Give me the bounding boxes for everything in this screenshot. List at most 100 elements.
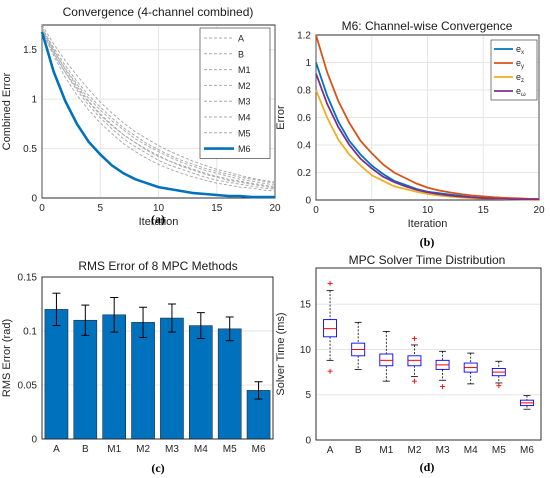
outlier-point [411,378,417,384]
x-tick-label: 20 [269,203,281,214]
x-tick-label: M6 [252,444,266,455]
bar [189,325,213,440]
outlier-point [327,280,333,286]
legend-entry: A [238,34,244,44]
panel-label: (d) [420,460,435,474]
outlier-point [496,383,502,389]
y-tick-label: 0.5 [23,144,37,155]
series-line-3 [41,26,276,189]
panel-label: (a) [151,212,165,226]
y-tick-label: 0.05 [18,381,38,392]
y-tick-label: 0 [305,196,311,207]
bar [73,319,98,440]
x-tick-label: M3 [165,444,179,455]
legend-entry: M2 [238,81,251,91]
bar [217,328,242,440]
series-line-5 [41,28,276,190]
y-tick-label: 0.4 [297,141,311,152]
legend-entry: B [238,49,244,59]
legend-entry: ey [516,58,524,70]
x-tick-label: M4 [194,444,208,455]
y-axis-label: Solver Time (ms) [275,312,287,395]
axes-frame [41,276,274,440]
legend-entry: M3 [238,97,251,107]
legend-entry-subscript: z [521,78,524,84]
y-axis-label: RMS Error (rad) [1,319,13,397]
legend-entry: M6 [238,144,251,154]
x-tick-label: 0 [39,203,45,214]
legend-box [490,39,538,101]
x-tick-label: A [53,444,60,455]
panel-label: (b) [420,235,435,249]
outlier-point [440,384,446,390]
legend-entry-subscript: ω [521,92,526,98]
x-axis-label: Iteration [408,218,448,230]
series-line-1 [315,34,540,200]
legend: AB M1 M2 M3 M4 M5 M6 [199,27,271,159]
x-tick-label: M1 [107,444,121,455]
series-line-4 [41,31,276,188]
y-tick-label: 15 [300,300,312,311]
legend-entry: M4 [238,113,251,123]
y-tick-label: 1.2 [297,31,311,42]
legend: ex ey ez eω [490,39,538,101]
y-tick-label: 1 [305,58,311,69]
y-tick-label: 0 [31,435,37,446]
bar [160,317,184,440]
x-tick-label: 10 [153,203,165,214]
legend-box [199,27,271,159]
x-tick-label: M5 [223,444,237,455]
x-tick-label: 5 [97,203,103,214]
x-tick-label: 5 [369,205,375,216]
y-tick-label: 10 [300,345,312,356]
x-tick-label: M1 [379,445,393,456]
legend-entry-subscript: y [521,64,524,70]
x-tick-label: M2 [136,444,150,455]
y-axis-label: Combined Error [1,72,13,150]
axes-frame [315,267,542,441]
x-tick-label: M4 [464,445,478,456]
y-axis-label: Error [275,105,287,130]
chart-title: M6: Channel-wise Convergence [342,19,513,33]
x-tick-label: 20 [533,205,545,216]
legend-entry: ex [516,44,524,56]
x-tick-label: B [82,444,89,455]
x-tick-label: M2 [407,445,421,456]
chart-title: Convergence (4-channel combined) [63,5,254,19]
y-tick-label: 0.2 [297,168,311,179]
legend-entry: M1 [238,65,251,75]
axes-frame [315,267,542,441]
chart-b: 0 0.2 0.4 0.6 0.8 1 1.2 M6: Channel-wise Conver… [275,19,545,249]
x-tick-label: 15 [211,203,223,214]
x-tick-label: B [355,445,362,456]
bar [102,314,126,440]
series-line-6 [41,30,276,192]
y-tick-label: 0 [305,436,311,447]
x-tick-label: 15 [478,205,490,216]
chart-c: 0 0.05 0.1 0.15 RMS Error of 8 MPC Methods RM… [1,259,274,475]
y-tick-label: 0.8 [297,86,311,97]
y-tick-label: 5 [305,390,311,401]
x-tick-label: M5 [492,445,506,456]
y-tick-label: 1 [31,95,37,106]
legend-entry: M5 [238,128,251,138]
y-tick-label: 1.5 [23,45,37,56]
y-tick-label: 0 [31,194,37,205]
legend-entry: eω [516,86,526,98]
series-line-1 [41,27,276,184]
chart-title: RMS Error of 8 MPC Methods [78,259,237,273]
x-tick-label: A [327,445,334,456]
legend-entry: ez [516,72,524,84]
x-tick-label: M3 [436,445,450,456]
series-line-0 [41,24,276,183]
bar [131,322,155,440]
y-tick-label: 0.1 [23,327,37,338]
x-tick-label: 0 [313,205,319,216]
chart-d: 0 5 10 15 MPC Solver Time Distribution Solver… [275,253,542,474]
bar [44,309,69,440]
legend-entry-subscript: x [521,50,524,56]
y-tick-label: 0.6 [297,113,311,124]
outlier-point [411,336,417,342]
panel-label: (c) [151,461,164,475]
